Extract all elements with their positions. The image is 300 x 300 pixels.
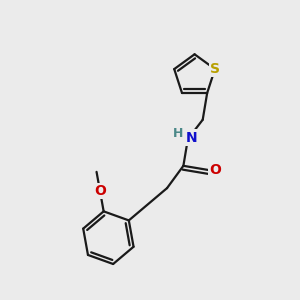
Text: H: H [173,127,184,140]
Text: N: N [186,130,197,145]
Text: S: S [210,62,220,76]
Text: O: O [209,163,221,177]
Text: O: O [94,184,106,198]
